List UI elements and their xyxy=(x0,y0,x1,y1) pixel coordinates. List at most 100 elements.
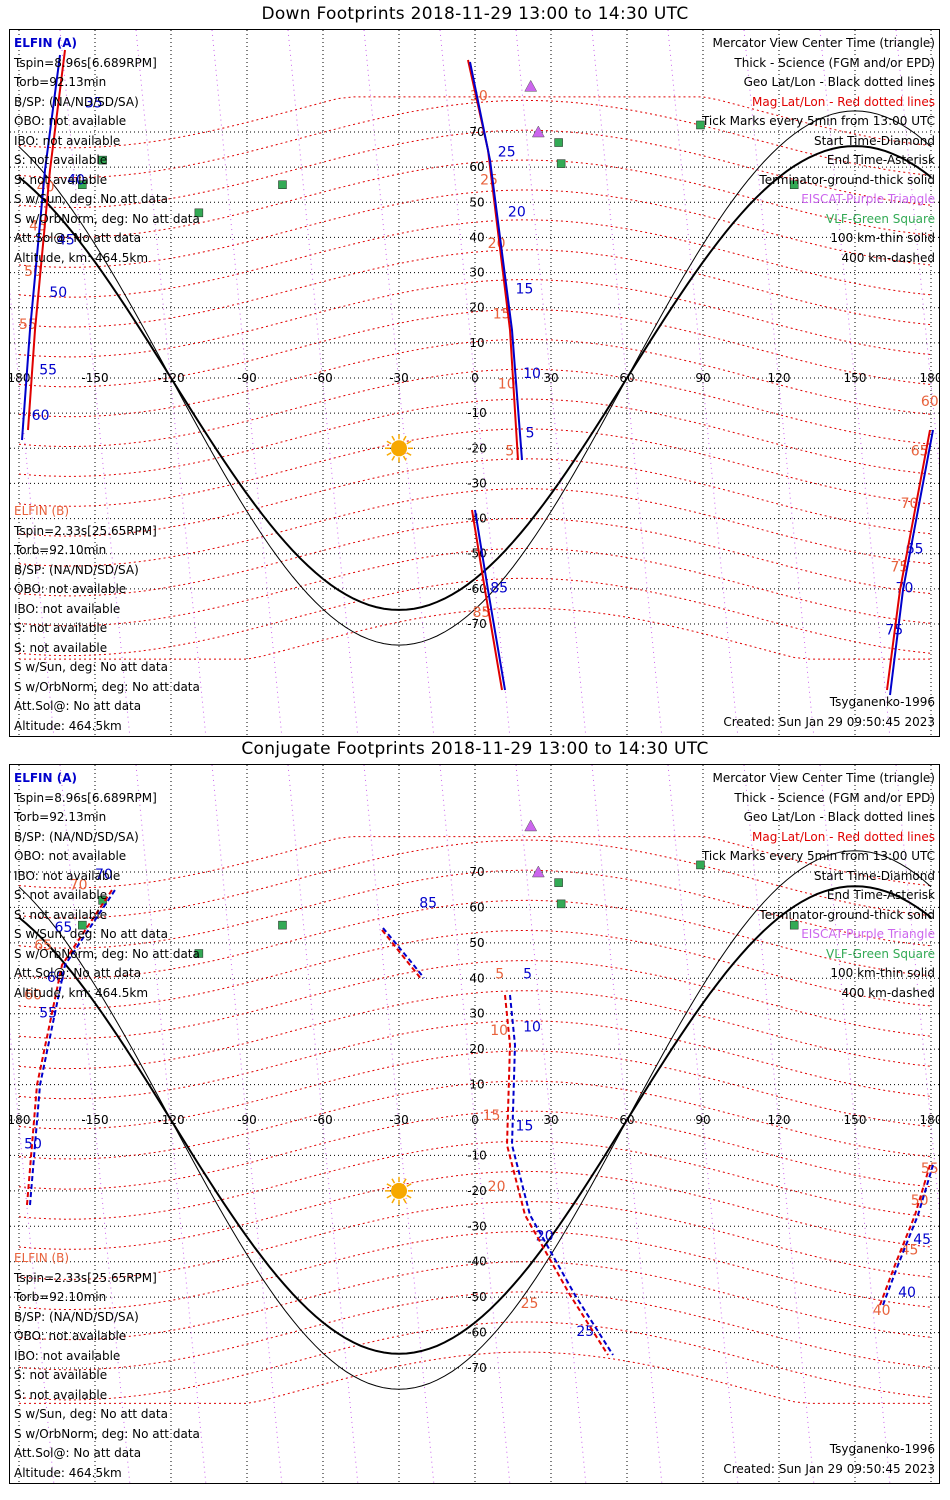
mag-lon-line xyxy=(135,765,207,1483)
elfin-b-track-label: 45 xyxy=(29,218,47,234)
elfin-b-line: S: not available xyxy=(14,1387,108,1402)
mag-lon-line xyxy=(287,30,359,736)
sun-ray xyxy=(391,455,396,461)
elfin-b-line: Altitude: 464.5km xyxy=(14,1465,122,1480)
elfin-b-track-label: 55 xyxy=(19,317,37,333)
mag-lon-line xyxy=(363,30,435,736)
elfin-a-line: S: not available xyxy=(14,153,108,167)
elfin-a-track xyxy=(21,54,61,441)
elfin-a-track-label: 85 xyxy=(419,895,437,911)
elfin-b-track-label: 50 xyxy=(24,264,42,280)
lat-tick-label: 60 xyxy=(469,900,484,914)
elfin-a-line: S w/OrbNorm, deg: No att data xyxy=(14,211,200,226)
mag-lat-line xyxy=(18,96,932,149)
sun-ray xyxy=(391,435,396,441)
sun-ray xyxy=(402,1178,407,1184)
mag-lon-line xyxy=(287,765,359,1483)
elfin-a-line: Altitude, km: 464.5km xyxy=(14,250,149,265)
mag-lon-line xyxy=(667,765,739,1483)
lon-tick-label: 0 xyxy=(471,1113,479,1127)
mag-lon-line xyxy=(439,30,511,736)
elfin-a-line: Altitude, km: 464.5km xyxy=(14,985,149,1000)
lon-tick-label: -60 xyxy=(313,371,333,385)
elfin-b-track-label: 10 xyxy=(498,377,516,393)
vlf-square-icon xyxy=(194,949,204,958)
sun-ray xyxy=(402,1198,407,1204)
lon-tick-label: 30 xyxy=(543,371,558,385)
elfin-b-line: Tspin=2.33s[25.65RPM] xyxy=(14,523,157,538)
legend-item: Mag Lat/Lon - Red dotted lines xyxy=(751,829,935,844)
vlf-square-icon xyxy=(278,920,287,930)
eiscat-triangle-icon xyxy=(531,865,545,878)
lon-tick-label: 180 xyxy=(10,1113,30,1127)
sun-ray xyxy=(402,455,407,461)
vlf-square-icon xyxy=(556,159,566,168)
mag-lon-line xyxy=(895,765,939,1213)
elfin-a-line: S: not available xyxy=(14,172,108,187)
eiscat-triangle-icon xyxy=(524,79,538,92)
legend-item: Tick Marks every 5min from 13:00 UTC xyxy=(701,114,935,128)
elfin-b-info-conjugate: ELFIN (B) Tspin=2.33s[25.65RPM] Torb=92.… xyxy=(14,1249,200,1483)
legend-item: 400 km-dashed xyxy=(841,985,935,1000)
sun-ray xyxy=(406,1194,412,1199)
mag-lat-line xyxy=(18,836,932,889)
lat-tick-label: 10 xyxy=(469,1078,484,1092)
elfin-a-line: B/SP: (NA/ND/SD/SA) xyxy=(14,829,139,844)
elfin-b-track-label: 60 xyxy=(24,988,42,1004)
eiscat-triangle-icon xyxy=(524,819,538,832)
elfin-b-track-label: 65 xyxy=(34,938,52,954)
map-frame-down: 180-150-120-90-60-3003060901201501807060… xyxy=(9,29,940,737)
mag-lon-line xyxy=(743,765,815,1483)
elfin-b-track-label: 20 xyxy=(488,1179,506,1195)
elfin-a-track xyxy=(882,1164,934,1306)
mag-lat-line xyxy=(19,607,931,660)
elfin-b-track xyxy=(467,59,519,461)
elfin-b-line: Att.Sol@: No att data xyxy=(14,699,142,713)
lon-tick-label: -30 xyxy=(389,371,409,385)
elfin-a-track-label: 50 xyxy=(49,285,67,301)
sun-ray xyxy=(386,1183,392,1188)
elfin-a-line: Tspin=8.96s[6.689RPM] xyxy=(14,790,157,805)
lat-tick-label: -20 xyxy=(467,441,487,455)
lon-tick-label: 60 xyxy=(619,371,634,385)
lat-tick-label: -60 xyxy=(467,582,487,596)
mag-lon-line xyxy=(819,765,891,1483)
lon-tick-label: -150 xyxy=(81,1113,108,1127)
elfin-b-line: Torb=92.10min xyxy=(14,1290,107,1304)
elfin-b-info-down: ELFIN (B) Tspin=2.33s[25.65RPM] Torb=92.… xyxy=(14,502,200,736)
mag-lon-line xyxy=(59,30,131,736)
vlf-square-icon xyxy=(554,138,563,147)
legend-item: Mercator View Center Time (triangle) xyxy=(712,36,935,50)
vlf-square-icon xyxy=(556,899,566,909)
sun-ray xyxy=(386,452,392,456)
elfin-b-track xyxy=(504,994,609,1356)
elfin-b-track-label: 60 xyxy=(921,394,939,410)
lat-tick-label: 70 xyxy=(469,865,484,879)
elfin-a-track xyxy=(509,994,614,1356)
legend-item: Thick - Science (FGM and/or EPD) xyxy=(734,790,935,805)
panel-title-down: Down Footprints 2018-11-29 13:00 to 14:3… xyxy=(261,4,689,24)
legend-item: Geo Lat/Lon - Black dotted lines xyxy=(743,75,935,89)
legend-item: Terminator-ground-thick solid xyxy=(759,172,935,187)
lat-tick-label: -70 xyxy=(467,1361,487,1375)
mag-lat-line xyxy=(19,1351,931,1404)
mag-lon-line xyxy=(515,765,587,1483)
lon-tick-label: -120 xyxy=(157,371,184,385)
map-canvas-conjugate: 180 -150 -120 -90 -60 -30 0 30 60 90 120 150 180 70 60… xyxy=(10,765,939,1483)
map-canvas-down: 180-150-120-90-60-3003060901201501807060… xyxy=(10,30,939,736)
legend-item: Terminator-ground-thick solid xyxy=(759,907,935,922)
mag-lon-line xyxy=(439,765,511,1483)
lat-tick-label: 20 xyxy=(469,1042,484,1056)
mag-lon-line xyxy=(135,30,207,736)
elfin-b-line: IBO: not available xyxy=(14,1348,121,1363)
lon-tick-label: 0 xyxy=(471,371,479,385)
mag-lon-line xyxy=(819,30,891,736)
mag-lon-line xyxy=(211,765,283,1483)
elfin-a-line: Torb=92.13min xyxy=(14,810,107,824)
sun-ray xyxy=(391,1178,396,1184)
elfin-b-track-label: 5 xyxy=(495,966,504,982)
legend-down: Mercator View Center Time (triangle) Thi… xyxy=(702,34,935,268)
created-label: Created: Sun Jan 29 09:50:45 2023 xyxy=(723,714,935,729)
legend-item: Start Time-Diamond xyxy=(813,868,935,883)
lon-tick-label: -30 xyxy=(389,1113,409,1127)
